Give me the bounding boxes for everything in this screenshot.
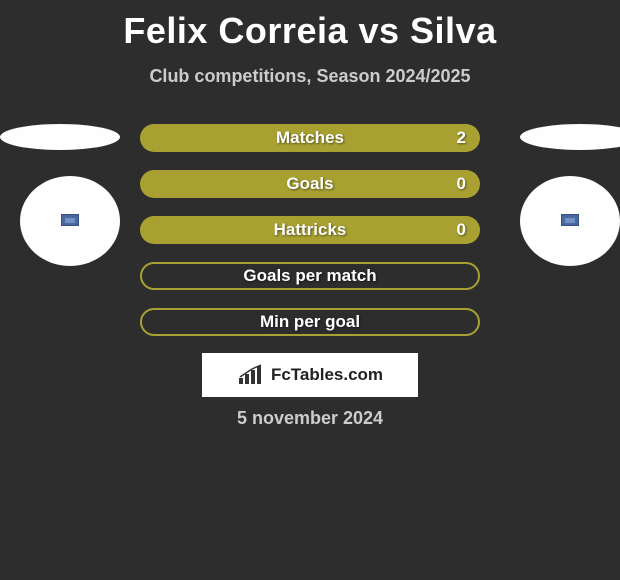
stat-label: Min per goal (260, 312, 360, 332)
stat-label: Goals (286, 174, 333, 194)
stat-label: Matches (276, 128, 344, 148)
stat-value: 0 (457, 174, 466, 194)
stat-value: 0 (457, 220, 466, 240)
avatar-badge-icon (561, 214, 579, 226)
decorative-ellipse (0, 124, 120, 150)
page-title: Felix Correia vs Silva (0, 0, 620, 52)
stats-container: Matches 2 Goals 0 Hattricks 0 Goals per match M… (140, 124, 480, 354)
stat-bar: Matches 2 (140, 124, 480, 152)
decorative-ellipse (520, 124, 620, 150)
bars-icon (237, 364, 265, 386)
logo-text: FcTables.com (271, 365, 383, 385)
fctables-logo: FcTables.com (202, 353, 418, 397)
stat-label: Goals per match (243, 266, 376, 286)
stat-bar: Goals 0 (140, 170, 480, 198)
stat-bar: Goals per match (140, 262, 480, 290)
subtitle: Club competitions, Season 2024/2025 (0, 66, 620, 87)
stat-value: 2 (457, 128, 466, 148)
avatar-badge-icon (61, 214, 79, 226)
date-label: 5 november 2024 (0, 408, 620, 429)
stat-label: Hattricks (274, 220, 347, 240)
stat-bar: Min per goal (140, 308, 480, 336)
stat-bar: Hattricks 0 (140, 216, 480, 244)
